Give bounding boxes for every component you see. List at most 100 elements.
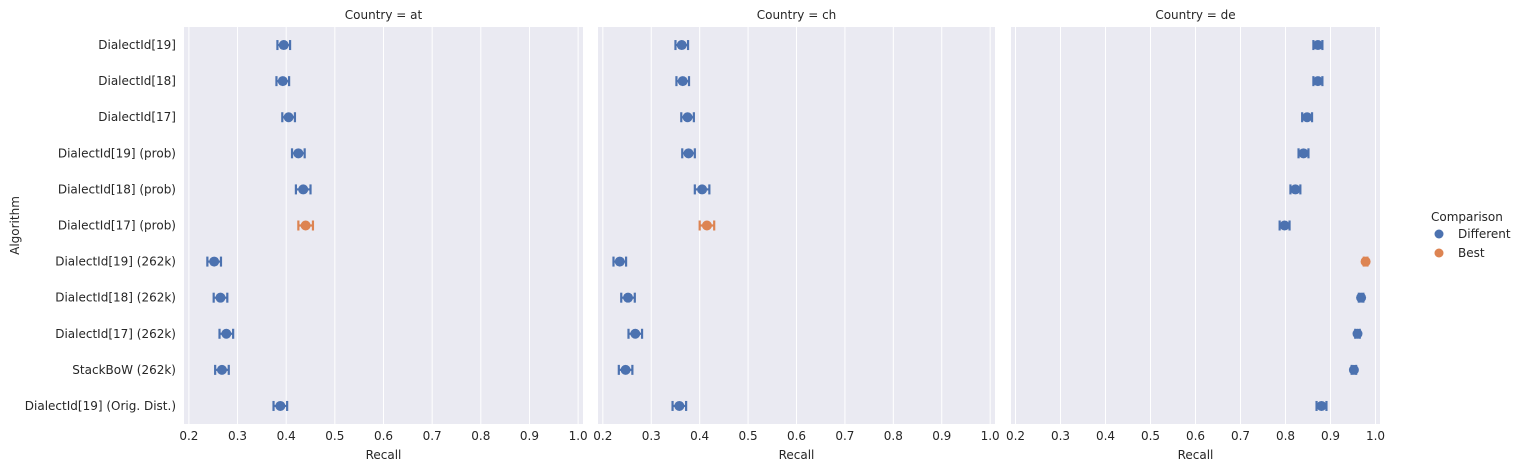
data-point-group (218, 328, 235, 339)
legend-label: Different (1458, 227, 1511, 241)
data-point (682, 112, 693, 123)
x-tick-label: 0.4 (690, 429, 709, 443)
data-point (277, 76, 288, 87)
x-tick-label: 0.6 (787, 429, 806, 443)
x-tick-label: 0.4 (277, 429, 296, 443)
x-tick-label: 0.7 (423, 429, 442, 443)
data-point (676, 40, 687, 51)
x-tick-label: 1.0 (981, 429, 1000, 443)
x-tick-label: 0.3 (642, 429, 661, 443)
data-point (293, 148, 304, 159)
x-tick-label: 0.8 (1276, 429, 1295, 443)
data-point-group (1297, 148, 1310, 159)
data-point (298, 184, 309, 195)
data-point (1298, 148, 1309, 159)
facet-panel-at: 0.2 0.3 0.4 0.5 0.6 0.7 0.8 0.9 1.0 Country = at R… (179, 8, 587, 462)
data-point (209, 256, 220, 267)
y-tick-label: StackBoW (262k) (72, 363, 176, 377)
data-point-group (214, 364, 230, 375)
y-tick-label: DialectId[19] (98, 38, 176, 52)
x-tick-label: 0.2 (1006, 429, 1025, 443)
x-axis-label: Recall (1178, 448, 1214, 462)
data-point-group (680, 112, 695, 123)
data-point-group (1356, 292, 1367, 303)
y-tick-label: DialectId[18] (98, 74, 176, 88)
x-tick-label: 0.6 (374, 429, 393, 443)
data-point-group (620, 292, 636, 303)
data-point-group (290, 148, 306, 159)
data-point-group (281, 112, 297, 123)
data-point (278, 40, 289, 51)
data-point (630, 328, 641, 339)
data-point (275, 400, 286, 411)
y-tick-label: DialectId[17] (prob) (58, 219, 176, 233)
data-point-group (1352, 328, 1363, 339)
x-tick-label: 0.2 (593, 429, 612, 443)
data-point (1360, 256, 1371, 267)
data-point (677, 76, 688, 87)
data-point-group (276, 40, 292, 51)
data-point-group (1348, 364, 1359, 375)
x-tick-label: 0.6 (1186, 429, 1205, 443)
y-tick-label: DialectId[19] (prob) (58, 146, 176, 160)
data-point-group (1315, 400, 1328, 411)
data-point-group (294, 184, 312, 195)
x-tick-label: 0.5 (1141, 429, 1160, 443)
data-point (1356, 292, 1367, 303)
x-tick-label: 0.9 (520, 429, 539, 443)
data-point (1312, 40, 1323, 51)
data-point-group (674, 40, 690, 51)
y-axis-label: Algorithm (8, 196, 22, 255)
data-point (623, 292, 634, 303)
x-tick-label: 0.3 (1051, 429, 1070, 443)
data-point-group (671, 400, 688, 411)
data-point (283, 112, 294, 123)
data-point (614, 256, 625, 267)
data-point-group (1289, 184, 1302, 195)
facet-title: Country = ch (757, 8, 837, 22)
x-tick-label: 0.2 (179, 429, 198, 443)
x-tick-label: 0.8 (471, 429, 490, 443)
data-point-group (212, 292, 229, 303)
data-point-group (612, 256, 628, 267)
y-tick-label: DialectId[18] (262k) (55, 291, 176, 305)
y-tick-label: DialectId[17] (98, 110, 176, 124)
data-point (1352, 328, 1363, 339)
data-point-group (627, 328, 644, 339)
data-point-group (206, 256, 223, 267)
x-tick-label: 0.4 (1096, 429, 1115, 443)
data-point-group (617, 364, 634, 375)
data-point (1312, 76, 1323, 87)
data-point (674, 400, 685, 411)
data-point (1316, 400, 1327, 411)
data-point (1302, 112, 1313, 123)
legend-title: Comparison (1431, 210, 1503, 224)
data-point-group (681, 148, 696, 159)
legend-label: Best (1458, 246, 1485, 260)
data-point-group (1360, 256, 1371, 267)
data-point-group (693, 184, 711, 195)
data-point (215, 292, 226, 303)
x-axis-label: Recall (779, 448, 815, 462)
y-tick-label: DialectId[17] (262k) (55, 327, 176, 341)
data-point (620, 364, 631, 375)
x-tick-label: 0.5 (739, 429, 758, 443)
data-point-group (297, 220, 315, 231)
x-tick-label: 0.9 (932, 429, 951, 443)
legend-item-different: Different (1434, 227, 1511, 241)
y-tick-label: DialectId[19] (Orig. Dist.) (25, 399, 176, 413)
data-point-group (275, 76, 291, 87)
data-point-group (1278, 220, 1291, 231)
data-point (683, 148, 694, 159)
data-point-group (675, 76, 691, 87)
data-point-group (1301, 112, 1314, 123)
data-point (300, 220, 311, 231)
data-point-group (272, 400, 289, 411)
data-point (1348, 364, 1359, 375)
data-point-group (1312, 40, 1324, 51)
x-tick-label: 0.7 (835, 429, 854, 443)
x-tick-label: 1.0 (569, 429, 588, 443)
legend-marker (1434, 248, 1444, 258)
data-point (216, 364, 227, 375)
